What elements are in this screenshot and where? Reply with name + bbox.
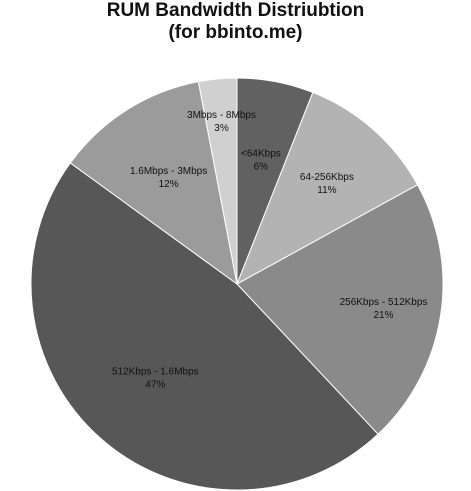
- slice-label-256kbps-512kbps: 256Kbps - 512Kbps: [340, 297, 428, 308]
- chart-title-line-1: RUM Bandwidth Distriubtion: [106, 0, 365, 21]
- slice-64-256kbps: [236, 91, 419, 286]
- slice-1-6mbps-3mbps: [69, 81, 238, 286]
- slice-percent-1-6mbps-3mbps: 12%: [159, 179, 179, 190]
- slice-percent-64kbps: 6%: [254, 162, 269, 173]
- slice-label-3mbps-8mbps: 3Mbps - 8Mbps: [187, 110, 256, 121]
- slice-percent-64-256kbps: 11%: [317, 185, 336, 196]
- slice-3mbps-8mbps: [197, 77, 238, 285]
- slice-percent-512kbps-1-6mbps: 47%: [145, 380, 165, 391]
- slice-label-64-256kbps: 64-256Kbps: [300, 172, 354, 183]
- pie-slices: [30, 77, 444, 491]
- chart-title: RUM Bandwidth Distriubtion (for bbinto.m…: [0, 0, 471, 44]
- chart-title-line-2: (for bbinto.me): [168, 22, 303, 43]
- slice-label-64kbps: <64Kbps: [241, 149, 281, 160]
- slice-label-512kbps-1-6mbps: 512Kbps - 1.6Mbps: [112, 367, 199, 378]
- slice-label-1-6mbps-3mbps: 1.6Mbps - 3Mbps: [130, 166, 207, 177]
- pie-labels: <64Kbps 6% 64-256Kbps 11% 256Kbps - 512Kbps 2…: [112, 110, 427, 391]
- slice-256kbps-512kbps: [236, 184, 444, 435]
- slice-percent-256kbps-512kbps: 21%: [373, 310, 393, 321]
- slice-512kbps-1-6mbps: [30, 162, 379, 491]
- slice-percent-3mbps-8mbps: 3%: [214, 123, 229, 134]
